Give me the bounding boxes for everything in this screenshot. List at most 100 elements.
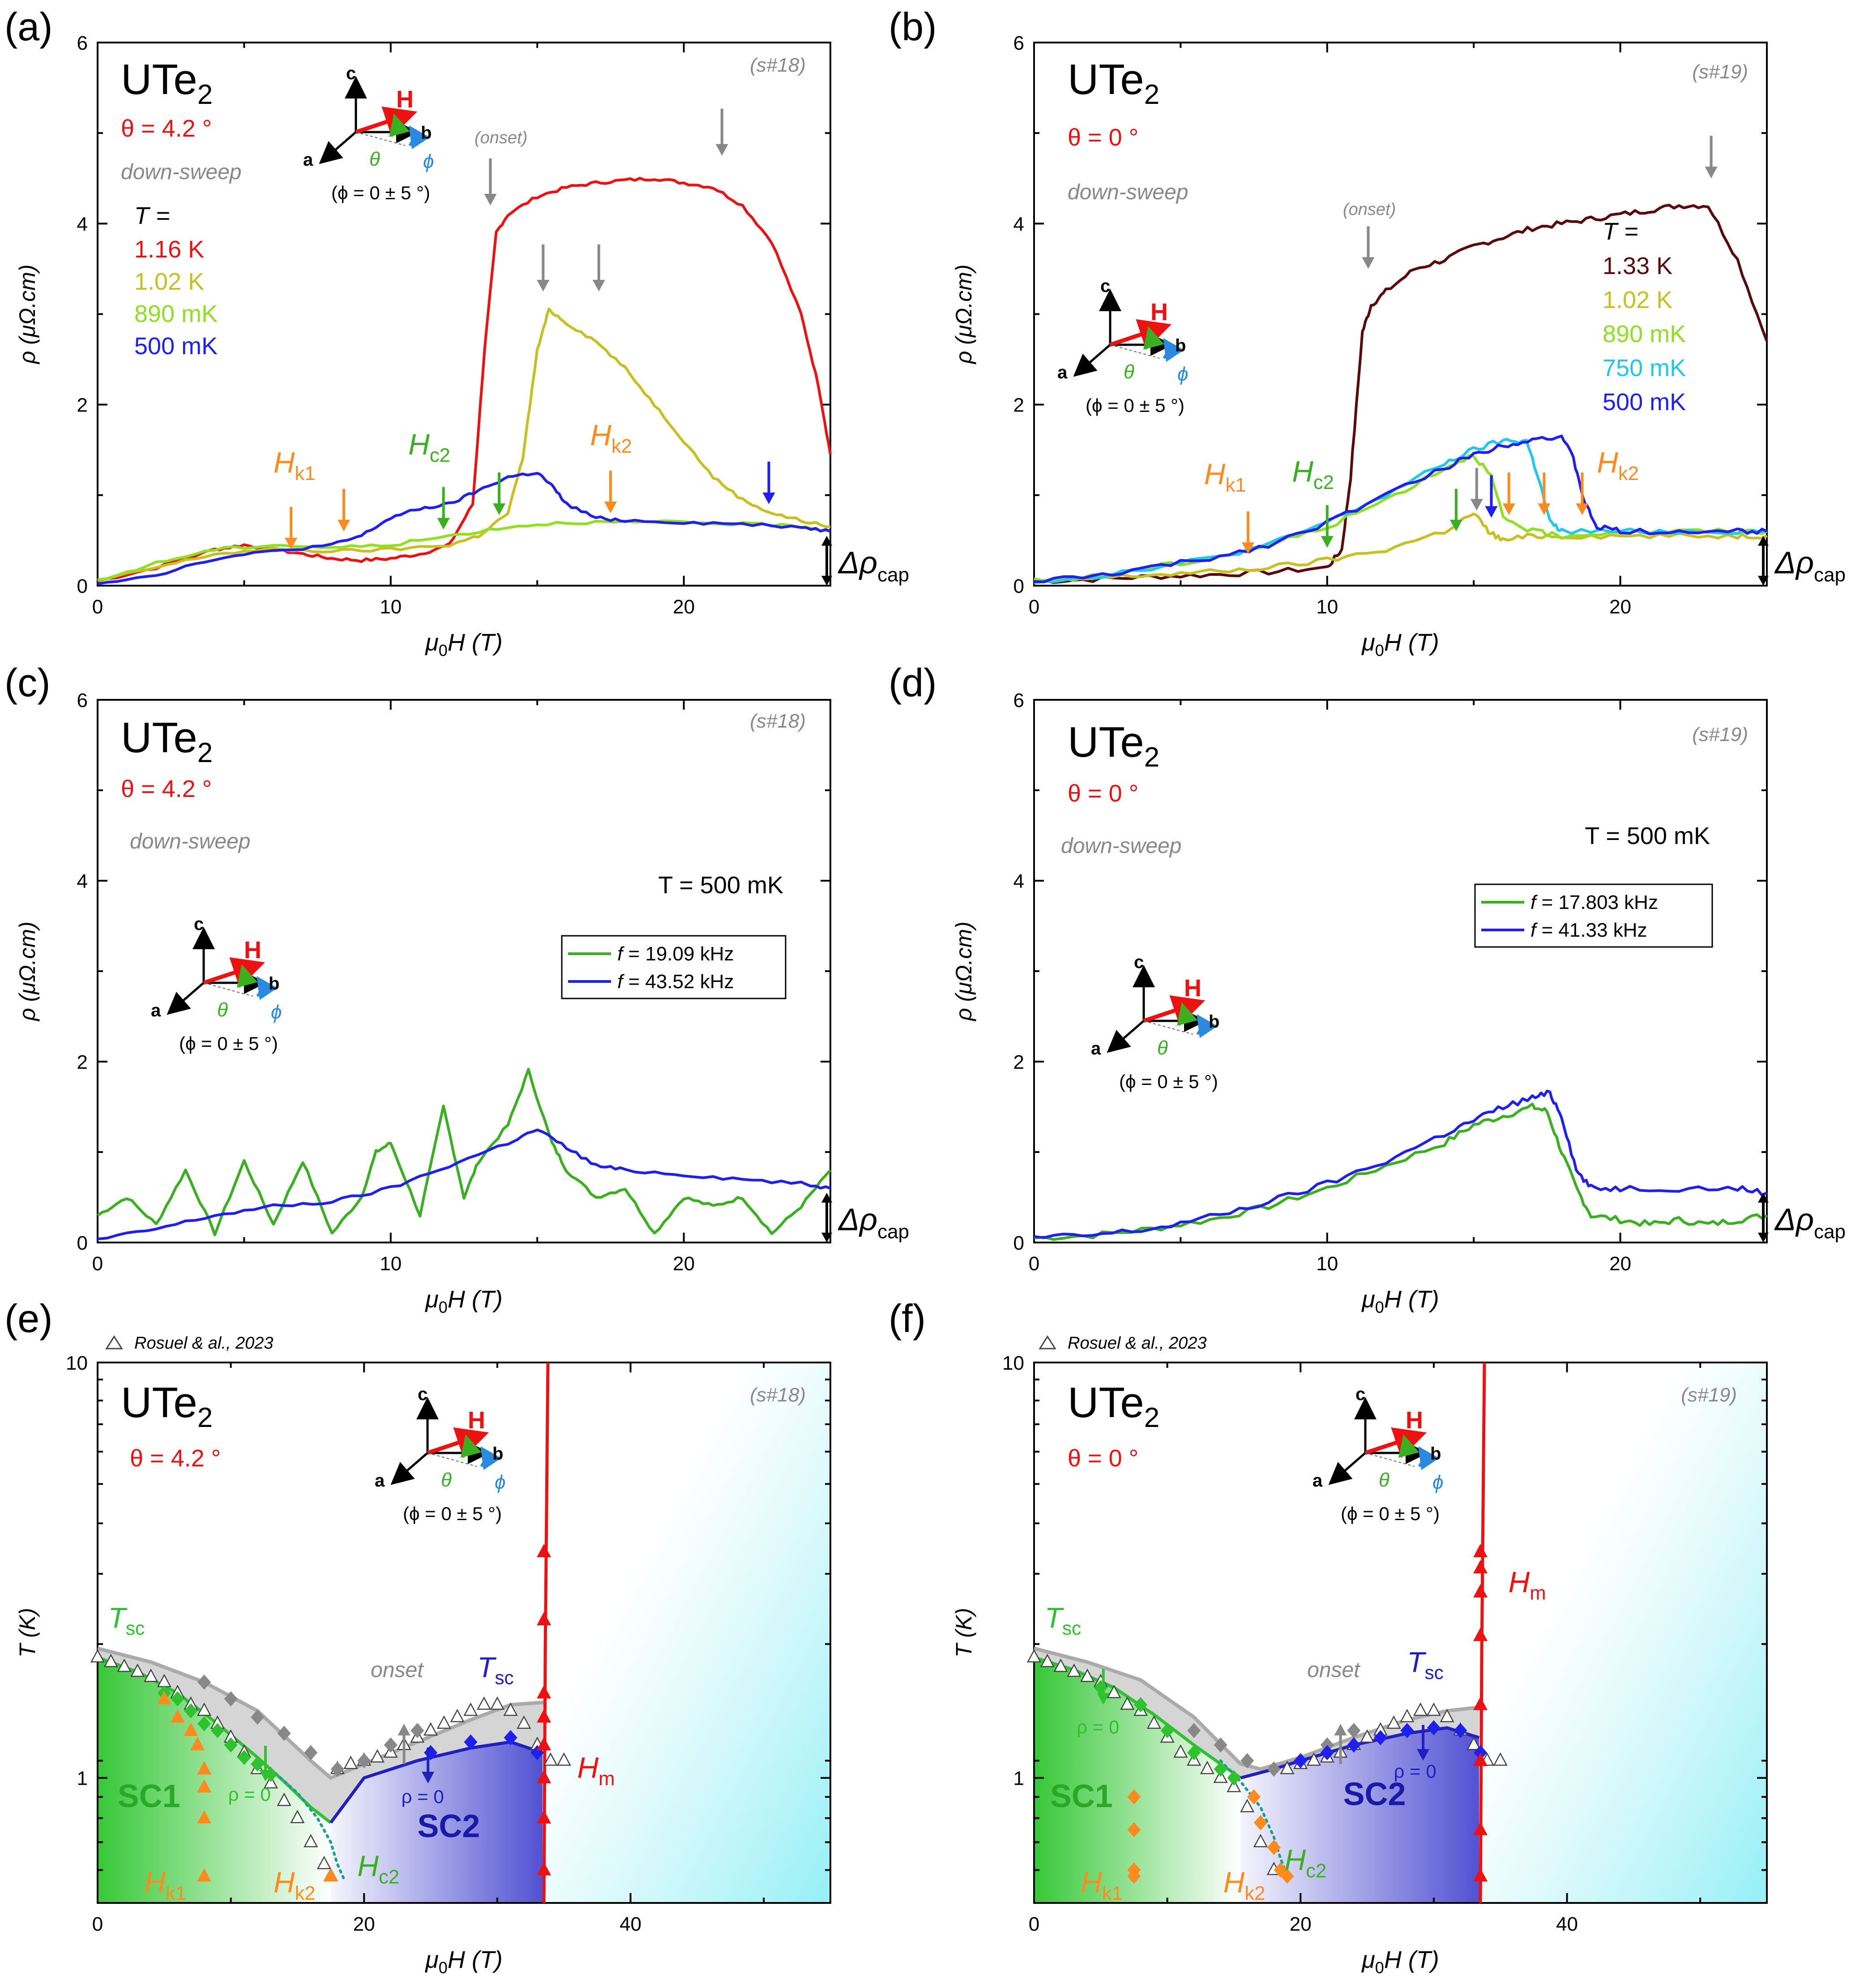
marker-tsc bbox=[224, 1737, 238, 1753]
h-field-label: H bbox=[468, 1407, 485, 1434]
marker-rosuel bbox=[517, 1715, 531, 1729]
x-tick-label: 20 bbox=[1609, 596, 1631, 618]
sc1-label: SC1 bbox=[1050, 1778, 1113, 1814]
temperature-label-d: T = 500 mK bbox=[1585, 823, 1710, 849]
c-axis-label: c bbox=[1355, 1384, 1365, 1404]
hc2-label: Hc2 bbox=[408, 428, 450, 467]
delta-rho-head-up bbox=[1758, 1192, 1769, 1203]
phi-arc-icon bbox=[256, 976, 278, 1000]
legend-b: 1.33 K 1.02 K 890 mK 750 mK 500 mK bbox=[1603, 253, 1686, 416]
a-axis-label: a bbox=[151, 1001, 161, 1020]
marker-tsc bbox=[184, 1703, 198, 1719]
marker-rosuel bbox=[1107, 1684, 1121, 1698]
marker-tsc bbox=[1160, 1723, 1174, 1739]
downsweep-d: down-sweep bbox=[1061, 834, 1181, 858]
marker-tsc bbox=[1347, 1737, 1361, 1753]
hk1-label: Hk1 bbox=[144, 1866, 186, 1905]
y-axis-label: ρ (μΩ.cm) bbox=[15, 921, 40, 1022]
a-axis-label: a bbox=[1091, 1039, 1101, 1058]
marker-rosuel bbox=[1253, 1834, 1268, 1847]
phi-symbol: ϕ bbox=[1432, 1471, 1443, 1493]
theta-arc-icon bbox=[461, 1434, 482, 1458]
onset-line bbox=[97, 1646, 544, 1780]
phi-range-label: (ϕ = 0 ± 5 °) bbox=[403, 1503, 502, 1524]
marker-rosuel bbox=[1227, 1778, 1241, 1792]
hc2-label: Hc2 bbox=[1285, 1843, 1327, 1882]
delta-rho-label: Δρcap bbox=[838, 545, 909, 586]
axes-b: 0 10 20 0 2 4 6 μ0H (T) ρ (μΩ.cm) bbox=[951, 32, 1768, 660]
marker-rosuel bbox=[1120, 1696, 1135, 1710]
onset-label-b: (onset) bbox=[1343, 200, 1396, 219]
series-line-f-17-803-khz bbox=[1034, 1102, 1768, 1241]
y-tick-label: 1 bbox=[1013, 1768, 1024, 1790]
hc2-dotted-line bbox=[269, 1768, 346, 1881]
downsweep-c: down-sweep bbox=[130, 830, 250, 853]
h-field-arrow bbox=[427, 1427, 489, 1458]
marker-tsc bbox=[1320, 1745, 1334, 1761]
panel-label-b: (b) bbox=[889, 4, 937, 49]
marker-onset bbox=[251, 1710, 265, 1725]
panel-b: (b) 0 10 20 0 2 4 6 μ0H (T) ρ (μΩ.cm) UTe2 θ = 0… bbox=[889, 4, 1846, 660]
marker-rosuel bbox=[1173, 1744, 1188, 1758]
marker-hm bbox=[537, 1810, 552, 1824]
marker-rosuel bbox=[450, 1709, 465, 1722]
y-tick-label: 6 bbox=[1013, 690, 1024, 711]
theta-symbol: θ bbox=[1379, 1469, 1389, 1491]
hk2-arrow-head bbox=[1538, 503, 1551, 515]
marker-hk1 bbox=[1127, 1822, 1141, 1838]
x-tick-label: 40 bbox=[620, 1913, 641, 1935]
marker-onset bbox=[304, 1745, 318, 1761]
plot-f bbox=[1026, 1362, 1508, 1903]
rosuel-marker-e bbox=[105, 1335, 123, 1350]
marker-rosuel bbox=[1440, 1709, 1454, 1722]
hc2-arrow-head bbox=[1449, 519, 1462, 531]
hk2-arrow-head bbox=[1502, 503, 1515, 515]
marker-rosuel bbox=[343, 1756, 358, 1769]
theta-symbol: θ bbox=[1124, 361, 1134, 383]
axes-e: 0 20 40 1 10 μ0H (T) T (K) bbox=[15, 1352, 831, 1977]
x-axis-label: μ0H (T) bbox=[1361, 629, 1439, 660]
marker-rosuel bbox=[1413, 1702, 1428, 1716]
downsweep-a: down-sweep bbox=[121, 160, 241, 184]
marker-rosuel bbox=[277, 1792, 291, 1806]
plot-frame bbox=[97, 1362, 831, 1904]
marker-onset bbox=[330, 1761, 344, 1777]
sc2-boundary-line bbox=[329, 1740, 543, 1824]
rho0-arrow-sc2-head bbox=[1417, 1749, 1430, 1761]
marker-hk2 bbox=[1267, 1840, 1281, 1855]
a-axis-arrow bbox=[319, 131, 357, 164]
y-tick-label: 0 bbox=[1013, 575, 1024, 597]
b-axis-label: b bbox=[1430, 1444, 1441, 1464]
panel-d: (d) 0 10 20 0 2 4 6 μ0H (T) ρ (μΩ.cm) UTe2 θ = 0… bbox=[889, 660, 1846, 1316]
axes-a: 0 10 20 0 2 4 6 μ0H (T) ρ (μΩ.cm) bbox=[15, 32, 831, 660]
onset-line bbox=[1034, 1646, 1481, 1771]
series-line-f-19-09-khz bbox=[97, 1068, 832, 1236]
y-tick-label: 6 bbox=[1013, 32, 1024, 54]
panel-label-a: (a) bbox=[4, 4, 53, 49]
marker-rosuel bbox=[117, 1658, 132, 1672]
projection-line bbox=[1110, 344, 1160, 359]
hc2-arrow-head bbox=[1321, 536, 1334, 548]
legend-frame bbox=[1474, 883, 1713, 948]
marker-hk1 bbox=[157, 1691, 171, 1705]
theta-symbol: θ bbox=[369, 148, 380, 170]
marker-onset bbox=[410, 1723, 424, 1739]
sc2-region bbox=[330, 1742, 543, 1903]
compound-title-f: UTe2 bbox=[1068, 1379, 1159, 1433]
onset-arrow-head bbox=[1334, 1723, 1347, 1735]
legend-entry: 500 mK bbox=[134, 333, 218, 360]
marker-rosuel bbox=[436, 1715, 451, 1729]
sc1-region bbox=[1034, 1657, 1241, 1903]
blue-arrow-head bbox=[1485, 506, 1498, 518]
projection-line bbox=[1143, 1020, 1193, 1035]
marker-tsc bbox=[1134, 1697, 1148, 1713]
x-tick-label: 20 bbox=[353, 1913, 375, 1935]
a-axis-label: a bbox=[1057, 363, 1068, 382]
y-tick-label: 2 bbox=[1013, 1051, 1024, 1073]
hk2-label: Hk2 bbox=[1597, 446, 1639, 484]
plot-frame bbox=[1033, 42, 1768, 587]
phase-labels-f: Tsc Tsc onset ρ = 0 ρ = 0 SC1 SC2 Hk1 Hk2 Hc2 Hm bbox=[1045, 1565, 1546, 1904]
projection-line bbox=[203, 982, 253, 997]
marker-rosuel bbox=[1493, 1752, 1508, 1766]
grey-arrow-head bbox=[537, 279, 550, 291]
